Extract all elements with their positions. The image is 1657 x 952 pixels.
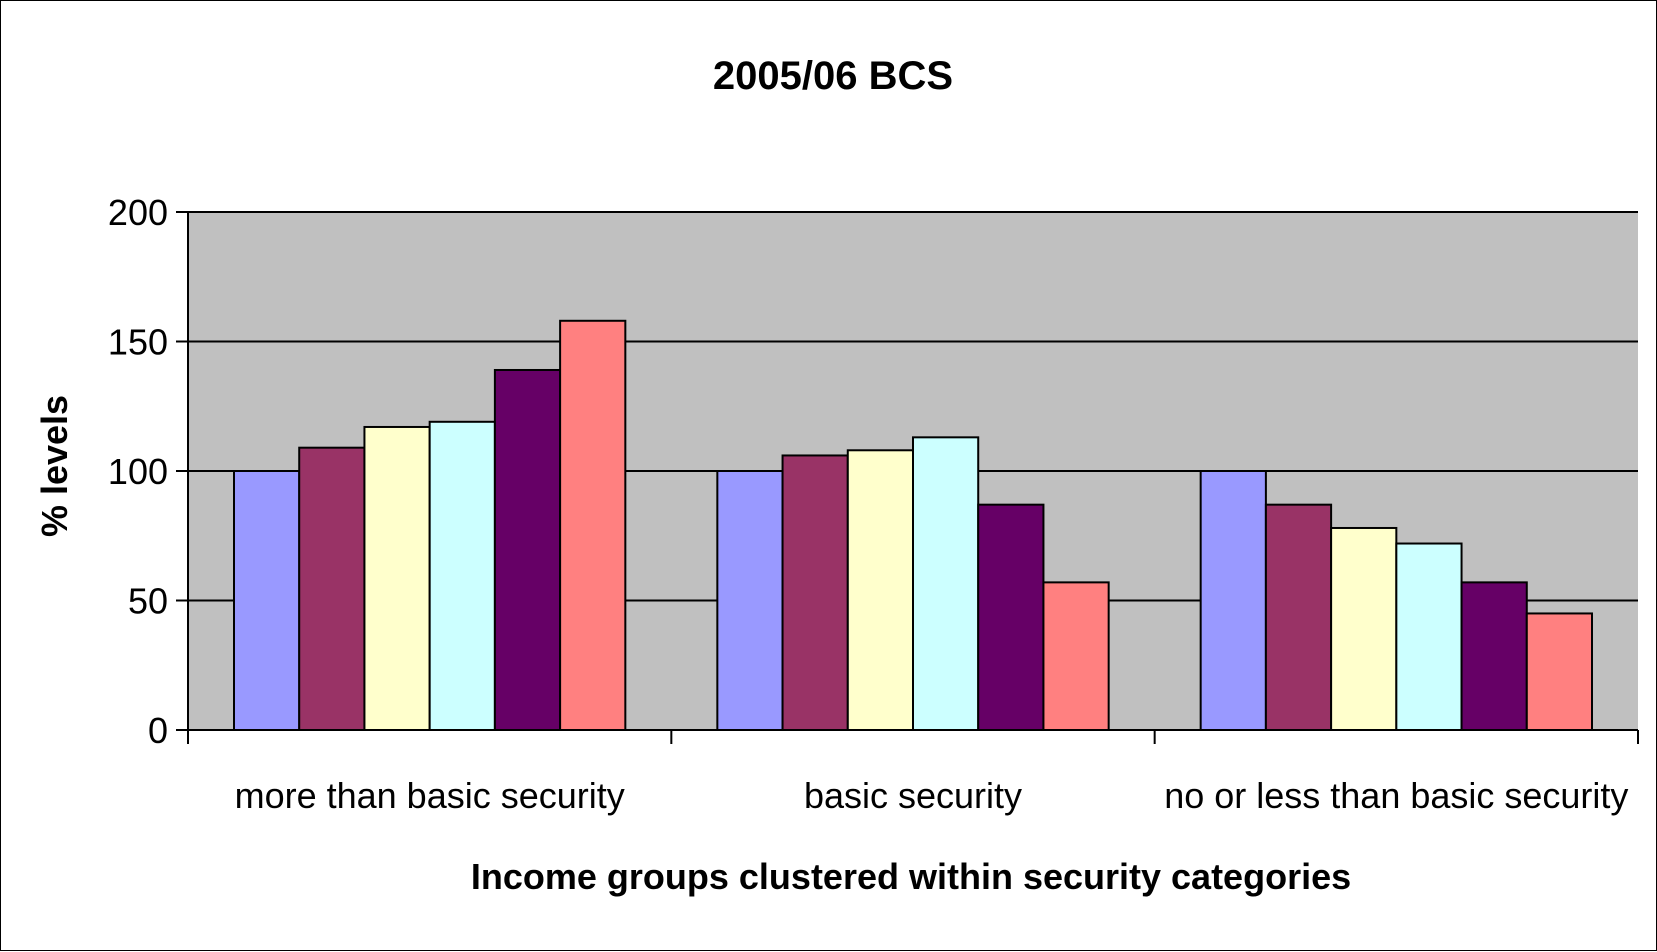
bar [428,420,496,731]
bar [977,503,1045,732]
bar [559,319,627,731]
bar [1460,581,1528,731]
bar [1525,612,1594,732]
x-category-labels: more than basic security basic security no… [235,775,1629,816]
bar [493,368,562,731]
bar [1395,542,1463,732]
y-tick-labels: 0 50 100 150 200 [108,192,168,751]
x-category-label: more than basic security [235,775,625,816]
bar [363,425,431,731]
bar [716,470,784,731]
y-tick-label: 200 [108,192,168,233]
bar [233,470,301,731]
y-tick-label: 0 [148,710,168,751]
bar [781,454,849,731]
y-tick-label: 150 [108,322,168,363]
y-axis-title: % levels [34,395,75,537]
x-category-label: no or less than basic security [1164,775,1628,816]
bar [298,446,366,731]
axes [176,211,1639,744]
x-axis-title: Income groups clustered within security … [471,856,1351,897]
bar [1330,526,1398,731]
chart-title: 2005/06 BCS [713,54,953,98]
bars [233,319,1594,732]
x-category-label: basic security [804,775,1022,816]
bar [846,449,914,731]
bar [1264,503,1333,732]
y-tick-label: 100 [108,451,168,492]
bar [912,436,980,731]
bar [1042,581,1110,731]
y-tick-label: 50 [128,581,168,622]
bar [1199,470,1267,731]
